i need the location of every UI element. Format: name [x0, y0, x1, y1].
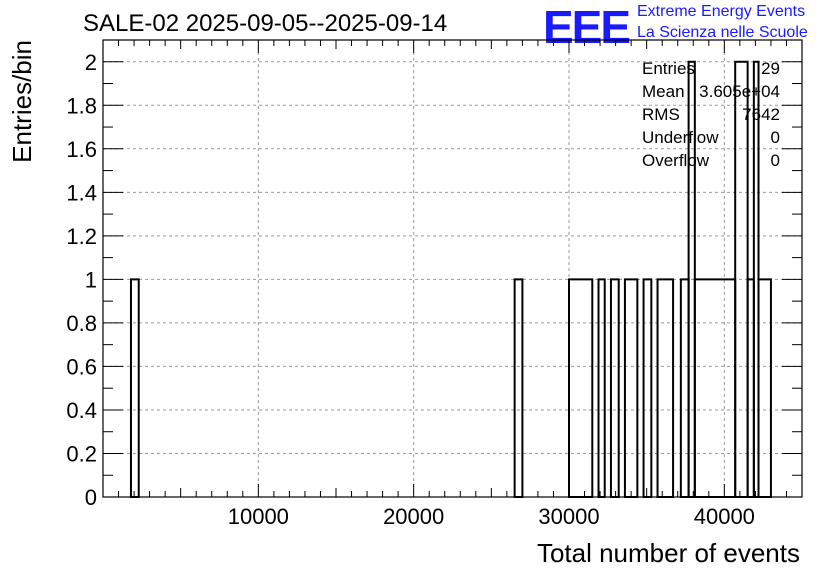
stats-overflow-label: Overflow	[642, 151, 710, 170]
x-axis-label: Total number of events	[537, 538, 800, 568]
stats-box: Entries 29 Mean 3.605e+04 RMS 7642 Under…	[642, 59, 780, 174]
logo-line-1: Extreme Energy Events	[637, 3, 806, 20]
stats-entries-label: Entries	[642, 59, 695, 78]
y-tick-label-0: 0	[85, 485, 97, 510]
stats-mean-label: Mean	[642, 82, 685, 101]
y-tick-label-9: 1.8	[66, 93, 97, 118]
stats-rms: RMS 7642	[642, 105, 780, 128]
histogram-bin-3	[597, 278, 606, 498]
stats-overflow-value: 0	[770, 151, 780, 170]
stats-mean: Mean 3.605e+04	[642, 82, 780, 105]
histogram-bin-5	[623, 278, 639, 498]
stats-entries: Entries 29	[642, 59, 780, 82]
histogram-bin-7	[656, 278, 675, 498]
histogram-bin-2	[568, 278, 594, 498]
y-axis-label: Entries/bin	[7, 40, 37, 163]
histogram-bin-6	[642, 278, 653, 498]
histogram-bin-8	[679, 278, 690, 498]
histogram-bin-4	[609, 278, 620, 498]
y-tick-label-4: 0.8	[66, 311, 97, 336]
plot-frame	[102, 39, 803, 498]
stats-entries-value: 29	[761, 59, 780, 78]
y-tick-label-8: 1.6	[66, 137, 97, 162]
stats-mean-value: 3.605e+04	[699, 82, 780, 101]
x-tick-label-1: 20000	[383, 504, 444, 529]
y-tick-label-5: 1	[85, 267, 97, 292]
chart-title: SALE-02 2025-09-05--2025-09-14	[83, 10, 448, 37]
stats-underflow-label: Underflow	[642, 128, 719, 147]
y-tick-label-10: 2	[85, 50, 97, 75]
stats-rms-value: 7642	[742, 105, 780, 124]
logo-line-2: La Scienza nelle Scuole	[637, 24, 808, 41]
stats-underflow-value: 0	[770, 128, 780, 147]
x-tick-label-0: 10000	[228, 504, 289, 529]
x-tick-label-2: 30000	[538, 504, 599, 529]
y-tick-label-3: 0.6	[66, 354, 97, 379]
y-tick-label-1: 0.2	[66, 441, 97, 466]
x-tick-label-3: 40000	[694, 504, 755, 529]
histogram-bin-10	[693, 278, 737, 498]
histogram-bin-14	[757, 278, 772, 498]
histogram-bin-0	[129, 278, 140, 498]
y-tick-label-7: 1.4	[66, 180, 97, 205]
stats-underflow: Underflow 0	[642, 128, 780, 151]
y-tick-label-6: 1.2	[66, 224, 97, 249]
y-tick-label-2: 0.4	[66, 398, 97, 423]
stats-rms-label: RMS	[642, 105, 680, 124]
eee-logo: EEE	[543, 1, 631, 53]
stats-overflow: Overflow 0	[642, 151, 780, 174]
histogram-bin-1	[513, 278, 524, 498]
